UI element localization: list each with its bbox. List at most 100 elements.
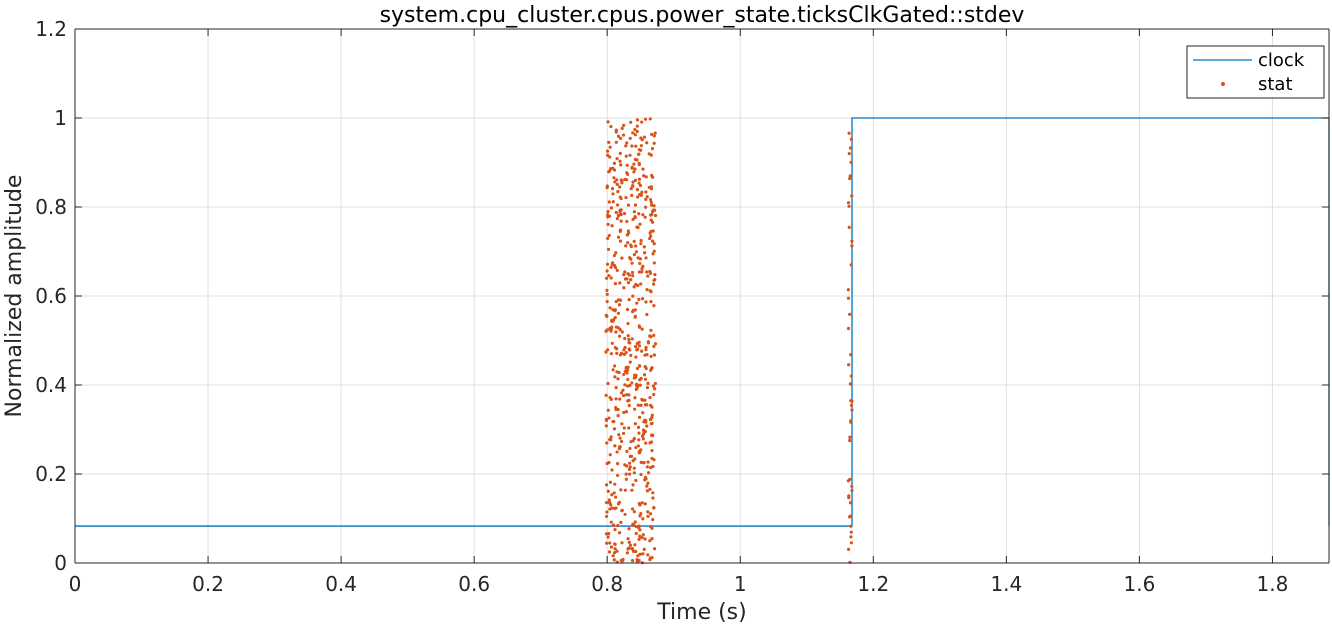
series-stat-point (653, 342, 658, 346)
series-stat-point (608, 480, 613, 484)
series-stat-point (625, 163, 629, 167)
series-stat-point (641, 517, 645, 521)
series-stat-point (652, 392, 656, 397)
series-stat-point (608, 453, 612, 457)
series-stat-point (626, 399, 630, 403)
series-stat-point (612, 253, 617, 258)
series-stat-point (615, 461, 620, 466)
series-stat-point (611, 368, 615, 372)
series-stat-point (637, 501, 641, 506)
series-stat-point (633, 422, 637, 426)
series-stat-point (611, 308, 615, 312)
series-stat-point (649, 433, 654, 437)
series-stat-point (630, 381, 634, 385)
series-stat-point (611, 192, 615, 196)
ticks: 0 0.2 0.4 0.6 0.8 1 1.2 1.4 1.6 1.8 0 0.2 0.4 0.6 0.8 1… (35, 17, 1329, 596)
series-stat-point (638, 183, 643, 188)
series-stat-point (616, 377, 620, 381)
series-stat-point (643, 478, 647, 482)
series-stat-point (644, 345, 648, 350)
series-stat-point (619, 391, 624, 395)
series-stat-point (635, 187, 640, 192)
series-stat-point (617, 531, 622, 535)
series-stat-point (633, 543, 637, 547)
series-stat-point (608, 169, 612, 173)
series-stat-point (646, 381, 650, 385)
series-stat-point (608, 501, 612, 505)
series-stat-point (637, 438, 641, 442)
series-stat-point (617, 370, 621, 375)
series-stat-point (649, 185, 654, 189)
series-stat-point (626, 272, 630, 276)
series-stat-point (847, 363, 851, 367)
series-stat-point (642, 461, 646, 465)
series-stat-point (648, 487, 652, 491)
series-stat-point (615, 157, 619, 161)
series-stat-point (635, 129, 639, 134)
series-stat-point (650, 405, 654, 409)
series-stat-point (637, 152, 641, 156)
series-stat-point (652, 208, 656, 212)
series-stat-point (627, 341, 631, 345)
series-stat-point (618, 436, 622, 440)
series-stat-point (604, 418, 609, 422)
series-stat-point (624, 410, 628, 414)
series-stat-point (640, 270, 644, 274)
series-stat-point (847, 204, 851, 208)
series-stat-point (615, 549, 619, 553)
series-stat-point (636, 554, 640, 558)
series-stat-point (632, 239, 636, 243)
series-stat-point (633, 520, 637, 524)
series-stat-point (641, 533, 645, 537)
series-stat-point (625, 551, 629, 555)
series-stat-point (640, 297, 645, 301)
series-stat-point (605, 262, 610, 266)
series-stat-point (652, 353, 657, 357)
series-stat-point (613, 375, 617, 379)
series-stat-point (644, 197, 648, 201)
series-stat-point (626, 241, 630, 245)
x-tick-label: 0.6 (458, 572, 490, 596)
series-stat-point (629, 278, 633, 282)
series-stat-point (644, 300, 648, 304)
series-stat-point (653, 272, 657, 277)
series-stat-point (626, 334, 630, 338)
series-stat-point (643, 502, 647, 506)
series-stat-point (618, 151, 622, 155)
x-tick-label: 1.4 (990, 572, 1022, 596)
series-stat-point (645, 312, 649, 317)
series-stat-point (637, 212, 641, 216)
series-stat-point (849, 403, 854, 407)
series-stat-point (614, 251, 618, 255)
series-stat-point (643, 117, 648, 121)
series-stat-point (649, 300, 653, 304)
series-stat-point (646, 510, 650, 514)
series-stat-point (636, 195, 640, 199)
series-stat-point (604, 350, 608, 354)
series-stat-point (641, 552, 645, 556)
series-stat-point (633, 396, 637, 400)
series-stat-point (608, 145, 612, 149)
series-stat-point (630, 165, 634, 169)
series-stat-point (638, 528, 642, 532)
series-stat-point (645, 195, 649, 199)
x-tick-label: 0.8 (591, 572, 623, 596)
series-stat-point (636, 425, 641, 429)
series-stat-point (639, 144, 643, 148)
series-stat-point (642, 547, 646, 552)
series-stat-point (648, 197, 653, 202)
series-stat-point (646, 340, 650, 344)
series-stat-point (612, 558, 616, 562)
series-stat-point (650, 175, 655, 179)
series-stat-point (612, 542, 617, 546)
series-stat-point (627, 540, 631, 544)
series-stat-point (609, 329, 613, 333)
y-tick-label: 0.4 (35, 373, 67, 397)
series-stat-point (623, 512, 627, 517)
series-stat-point (612, 551, 617, 555)
series-stat-point (623, 177, 627, 182)
series-stat-point (613, 528, 617, 532)
series-stat-point (635, 124, 639, 128)
series-stat-point (630, 193, 634, 197)
series-stat-point (849, 419, 853, 423)
